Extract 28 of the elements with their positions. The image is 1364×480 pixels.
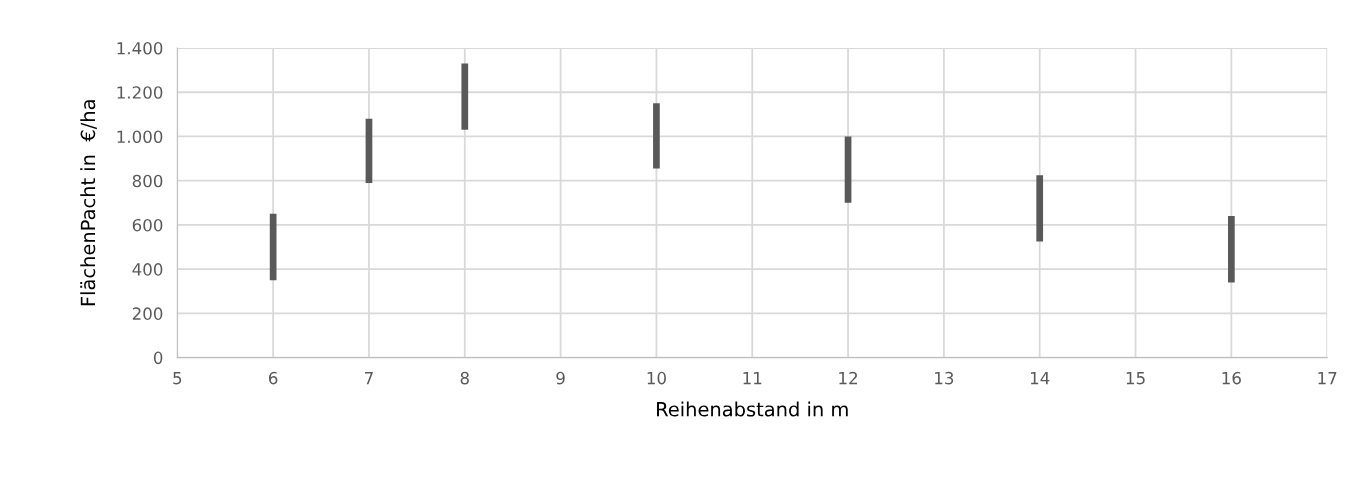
x-tick-label: 16 [1222, 371, 1241, 385]
x-tick-label: 6 [269, 371, 278, 385]
x-tick-label: 11 [743, 372, 762, 385]
bar [461, 63, 469, 130]
bar [1228, 216, 1235, 283]
bar [1036, 175, 1044, 242]
y-tick-label: 0 [153, 351, 163, 365]
x-tick-label: 15 [1126, 372, 1145, 385]
y-tick-label: 1.000 [117, 130, 163, 144]
y-tick-label: 800 [132, 174, 163, 188]
x-tick-label: 14 [1030, 372, 1050, 385]
y-axis-title: FlächenPacht in €/ha [80, 100, 97, 306]
y-tick-label: 600 [132, 218, 163, 232]
y-tick-label: 400 [132, 263, 163, 276]
x-tick-label: 9 [556, 371, 565, 385]
y-tick-label: 200 [132, 307, 163, 320]
x-tick-label: 8 [460, 371, 469, 385]
x-tick-label: 7 [365, 372, 373, 385]
x-tick-label: 10 [647, 371, 666, 385]
x-tick-label: 12 [839, 371, 857, 385]
x-tick-label: 5 [173, 372, 182, 385]
bar [844, 136, 852, 203]
y-tick-label: 1.200 [117, 86, 163, 99]
y-tick-label: 1.400 [117, 41, 163, 55]
x-tick-label: 13 [935, 371, 954, 385]
x-tick-label: 17 [1318, 372, 1337, 385]
x-axis-title: Reihenabstand in m [657, 401, 848, 417]
bar [653, 103, 660, 169]
